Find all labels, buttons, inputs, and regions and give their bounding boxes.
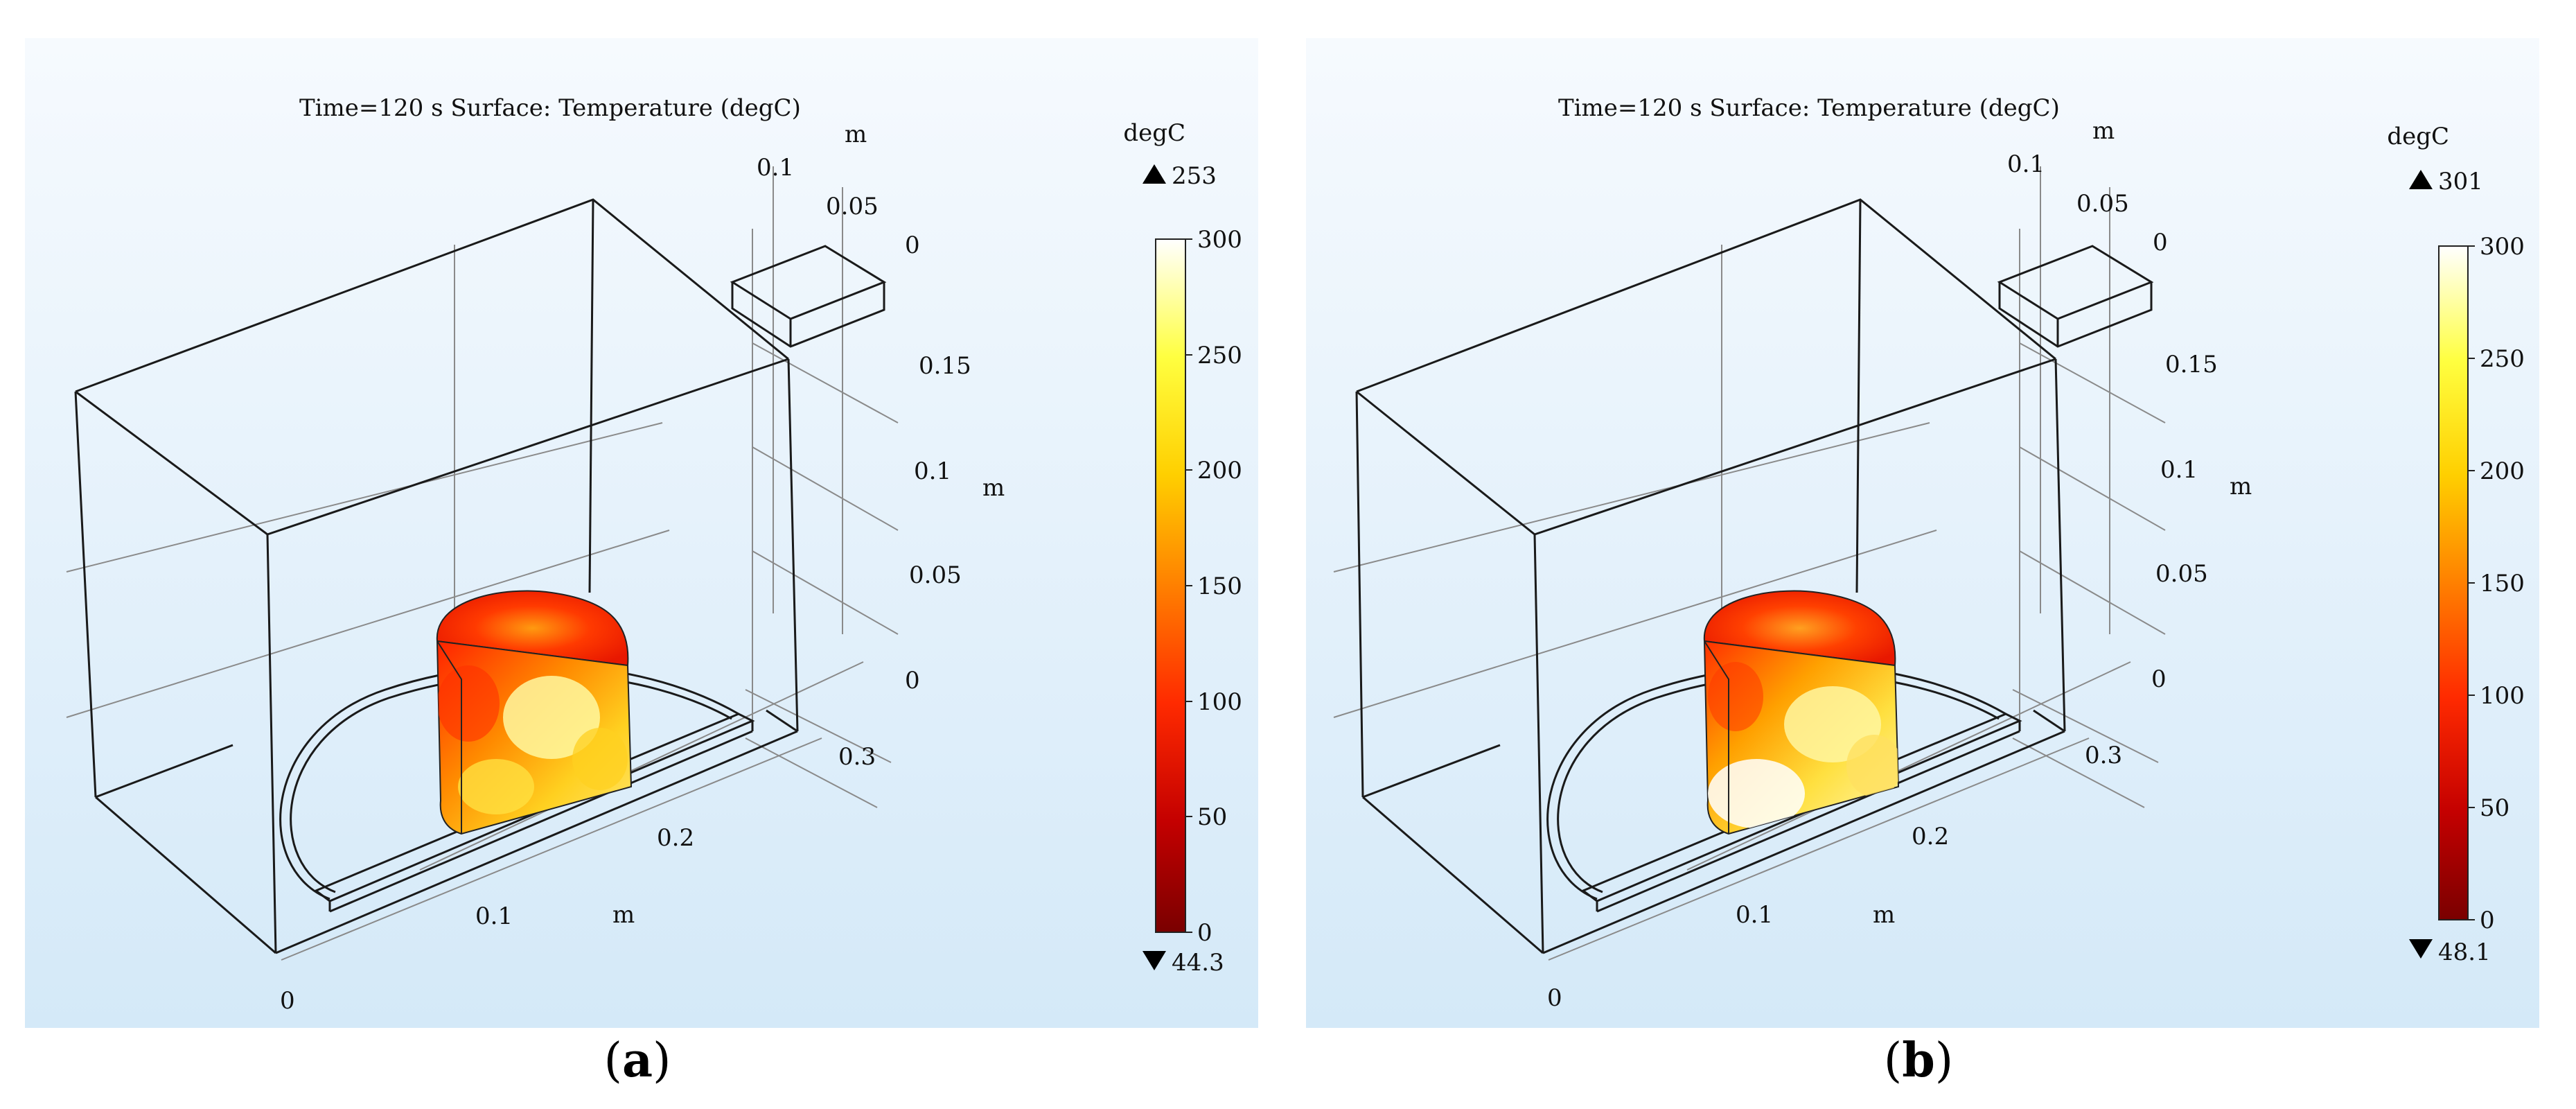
caption-b: (b) — [1883, 1033, 1954, 1088]
tick-bottom-3: 0.1 — [475, 902, 513, 930]
tick-depth-1: 0.1 — [757, 154, 794, 182]
max-value: 301 — [2438, 168, 2483, 195]
min-value: 44.3 — [1172, 949, 1224, 977]
plot-panel-b: Time=120 s Surface: Temperature (degC) — [1306, 38, 2539, 1028]
legend-tick-50: 50 — [1197, 803, 1227, 831]
legend-tick-100: 100 — [1197, 688, 1242, 716]
grid-lines — [1333, 166, 2166, 961]
legend-tick-150: 150 — [1197, 573, 1242, 600]
legend-tick-50: 50 — [2480, 794, 2509, 822]
tick-bottom-4: 0 — [1547, 984, 1562, 1012]
legend-unit: degC — [2387, 123, 2449, 150]
tick-depth-3: 0 — [2153, 229, 2168, 256]
tick-depth-3: 0 — [905, 232, 920, 259]
legend-tick-200: 200 — [1197, 457, 1242, 484]
tick-bottom-4: 0 — [280, 987, 295, 1015]
tick-height-4: 0 — [905, 667, 920, 695]
tick-height-2: 0.1 — [2160, 456, 2198, 484]
axis-unit-right: m — [2230, 473, 2252, 500]
axis-ticks: m 0.1 0.05 0 0.15 0.1 m 0.05 0 0.3 0.2 0… — [1547, 117, 2252, 1012]
legend-tick-0: 0 — [1197, 919, 1212, 947]
temperature-hotspots — [437, 665, 628, 814]
legend-tick-100: 100 — [2480, 682, 2525, 710]
tick-depth-2: 0.05 — [826, 193, 879, 220]
min-marker-icon — [1143, 951, 1166, 970]
legend-tick-250: 250 — [2480, 345, 2525, 373]
legend-tick-150: 150 — [2480, 570, 2525, 597]
domain-box — [74, 198, 799, 954]
legend-unit: degC — [1123, 119, 1185, 147]
max-marker-icon — [1143, 164, 1166, 184]
tick-height-1: 0.15 — [919, 352, 971, 380]
tick-height-2: 0.1 — [914, 457, 951, 485]
tick-height-4: 0 — [2151, 665, 2167, 693]
plot-title: Time=120 s Surface: Temperature (degC) — [1558, 94, 2060, 122]
legend-tick-0: 0 — [2480, 907, 2495, 934]
colorbar — [1155, 238, 1186, 933]
heated-object — [436, 590, 633, 835]
tick-bottom-2: 0.2 — [1912, 823, 1949, 850]
color-legend: degC 301 300 250 200 150 100 50 0 48.1 — [2387, 123, 2525, 966]
plot-title: Time=120 s Surface: Temperature (degC) — [299, 94, 801, 122]
grid-lines — [66, 166, 899, 961]
axis-unit-right: m — [982, 474, 1005, 502]
tick-bottom-3: 0.1 — [1736, 901, 1773, 929]
axis-unit-bottom: m — [1873, 901, 1895, 929]
axis-unit-top: m — [2092, 117, 2115, 145]
caption-letter-a: a — [621, 1033, 653, 1088]
legend-tick-250: 250 — [1197, 342, 1242, 369]
tick-bottom-1: 0.3 — [838, 743, 876, 771]
caption-letter-b: b — [1902, 1033, 1935, 1088]
plot-canvas-b: Time=120 s Surface: Temperature (degC) — [1333, 94, 2525, 1012]
tick-depth-1: 0.1 — [2007, 150, 2045, 178]
caption-a: (a) — [603, 1033, 671, 1088]
inlet-box — [730, 245, 887, 348]
axis-ticks: m 0.1 0.05 0 0.15 0.1 m 0.05 0 0.3 0.2 0… — [280, 121, 1005, 1015]
inlet-box — [1997, 245, 2154, 348]
max-marker-icon — [2409, 170, 2433, 189]
axis-unit-bottom: m — [612, 901, 635, 929]
domain-box — [1355, 198, 2066, 954]
min-marker-icon — [2409, 939, 2433, 959]
tick-bottom-1: 0.3 — [2085, 742, 2122, 769]
tick-height-1: 0.15 — [2165, 351, 2218, 378]
min-value: 48.1 — [2438, 938, 2491, 966]
heated-object — [1703, 590, 1900, 835]
max-value: 253 — [1172, 162, 1217, 190]
temperature-hotspots — [1708, 662, 1898, 828]
legend-tick-300: 300 — [1197, 226, 1242, 254]
tick-height-3: 0.05 — [2155, 560, 2208, 588]
legend-tick-200: 200 — [2480, 457, 2525, 485]
tick-depth-2: 0.05 — [2076, 190, 2129, 218]
tick-bottom-2: 0.2 — [657, 824, 694, 852]
legend-tick-300: 300 — [2480, 233, 2525, 261]
tick-height-3: 0.05 — [909, 561, 962, 589]
axis-unit-top: m — [845, 121, 867, 148]
plot-canvas-a: Time=120 s Surface: Temperature (degC) — [66, 94, 1242, 1015]
color-legend: degC 253 300 250 200 150 100 50 0 44.3 — [1123, 119, 1242, 977]
colorbar — [2438, 245, 2469, 920]
plot-panel-a: Time=120 s Surface: Temperature (degC) — [25, 38, 1258, 1028]
